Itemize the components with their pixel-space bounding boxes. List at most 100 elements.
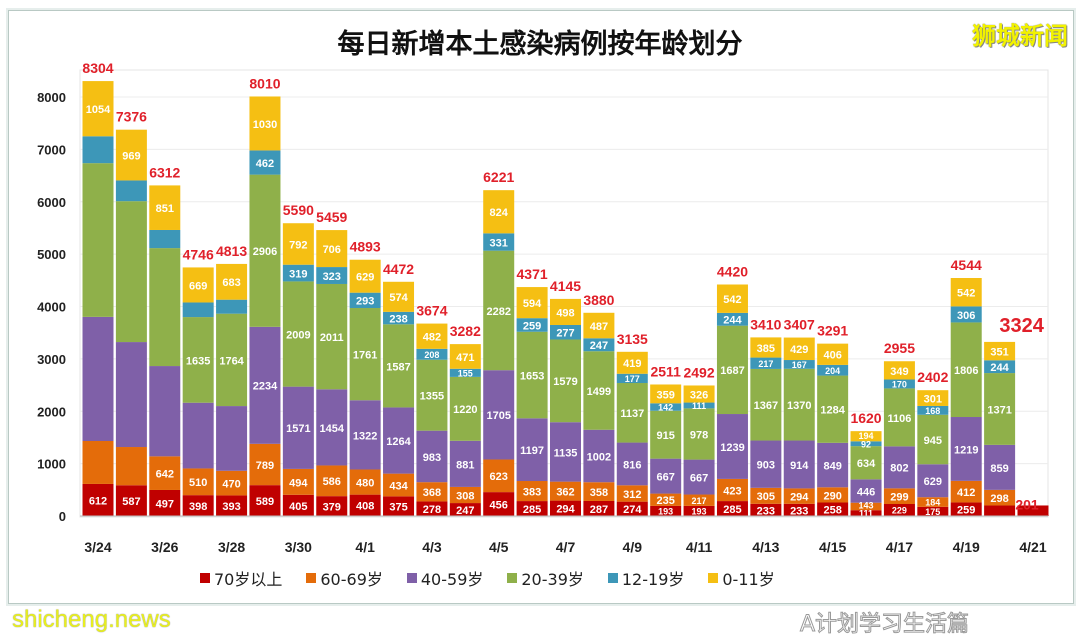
- data-label: 1054: [86, 104, 111, 116]
- data-label: 1653: [520, 370, 544, 382]
- data-label: 290: [823, 490, 841, 502]
- bar-segment: [850, 502, 882, 511]
- data-label: 244: [990, 362, 1009, 374]
- data-label: 1705: [486, 410, 510, 422]
- total-label: 3291: [817, 323, 848, 339]
- data-label: 497: [156, 498, 174, 510]
- legend-label: 12-19岁: [621, 570, 685, 589]
- legend-label: 20-39岁: [521, 570, 584, 589]
- data-label: 849: [823, 460, 841, 472]
- bar-segment: [716, 414, 748, 479]
- bar-segment: [550, 500, 581, 516]
- bar-segment: [683, 505, 715, 516]
- data-label: 408: [356, 501, 374, 513]
- data-label: 277: [556, 328, 574, 340]
- bar-segment: [950, 480, 982, 503]
- legend-swatch: [708, 573, 719, 583]
- bar-segment: [850, 510, 882, 516]
- legend-item: 70岁以上: [200, 566, 282, 590]
- bar-segment: [115, 342, 147, 448]
- data-label: 193: [658, 507, 673, 517]
- bar-segment: [115, 485, 147, 516]
- x-tick-label: 4/3: [422, 539, 442, 555]
- data-label: 594: [523, 298, 542, 310]
- data-label: 470: [222, 479, 240, 491]
- total-label: 7376: [116, 109, 147, 125]
- bar-segment: [316, 496, 348, 516]
- bar-segment: [516, 318, 548, 332]
- bar-segment: [182, 468, 214, 496]
- bar-segment: [416, 482, 448, 502]
- bar-segment: [817, 442, 849, 488]
- bar-segment: [917, 414, 949, 465]
- data-label: 1220: [453, 404, 477, 416]
- data-label: 2009: [286, 329, 310, 341]
- bar-segment: [883, 361, 915, 380]
- data-label: 92: [861, 439, 871, 449]
- data-label: 238: [389, 313, 407, 325]
- bar-segment: [917, 497, 949, 507]
- total-label: 3410: [750, 316, 781, 332]
- data-label: 456: [490, 499, 508, 511]
- bar-segment: [82, 316, 114, 441]
- data-label: 285: [523, 504, 541, 516]
- bar-segment: [483, 459, 515, 493]
- data-label: 259: [523, 320, 541, 332]
- bar-segment: [383, 281, 415, 312]
- data-label: 802: [890, 463, 908, 475]
- bar-segment: [583, 338, 615, 352]
- data-label: 2011: [320, 332, 344, 344]
- bar-segment: [984, 444, 1016, 490]
- bar-segment: [583, 500, 615, 516]
- data-label: 945: [924, 435, 942, 447]
- data-label: 247: [456, 505, 474, 517]
- bar-segment: [550, 481, 581, 501]
- bar-segment: [216, 470, 248, 496]
- bar-segment: [550, 324, 581, 340]
- bar-segment: [216, 406, 248, 471]
- bar-segment: [716, 501, 748, 516]
- y-tick-label: 2000: [37, 404, 66, 419]
- bar-segment: [850, 441, 882, 447]
- data-label: 393: [222, 501, 240, 513]
- data-label: 278: [423, 504, 441, 516]
- bar-segment: [182, 402, 214, 469]
- bar-segment: [449, 440, 481, 487]
- bar-segment: [950, 306, 982, 323]
- data-label: 859: [990, 463, 1008, 475]
- total-label: 2511: [650, 363, 681, 379]
- data-label: 383: [523, 486, 541, 498]
- bar-segment: [616, 501, 648, 516]
- bar-segment: [716, 284, 748, 313]
- data-label: 629: [356, 272, 374, 284]
- bar-segment: [817, 375, 849, 443]
- total-label: 1620: [850, 410, 881, 426]
- data-label: 1002: [587, 451, 611, 463]
- bar-segment: [550, 422, 581, 482]
- bar-segment: [817, 487, 849, 503]
- data-label: 642: [156, 469, 174, 481]
- data-label: 244: [723, 315, 742, 327]
- data-label: 1284: [820, 405, 845, 417]
- bar-segment: [783, 360, 815, 369]
- bar-segment: [683, 408, 715, 460]
- bar-segment: [316, 465, 348, 497]
- data-label: 1499: [587, 386, 611, 398]
- data-label: 1135: [554, 447, 578, 459]
- total-label: 4544: [951, 257, 982, 273]
- bar-segment: [683, 459, 715, 495]
- data-label: 482: [423, 332, 441, 344]
- bar-segment: [683, 494, 715, 506]
- x-tick-label: 4/21: [1019, 539, 1046, 555]
- bar-segment: [616, 351, 648, 374]
- bar-segment: [683, 385, 715, 403]
- data-label: 177: [625, 374, 640, 384]
- data-label: 405: [289, 501, 307, 513]
- data-label: 589: [256, 496, 274, 508]
- bar-segment: [216, 313, 248, 407]
- data-label: 629: [924, 476, 942, 488]
- total-label: 4371: [517, 266, 548, 282]
- y-tick-label: 5000: [37, 247, 66, 262]
- bar-segment: [516, 287, 548, 319]
- bar-segment: [817, 364, 849, 376]
